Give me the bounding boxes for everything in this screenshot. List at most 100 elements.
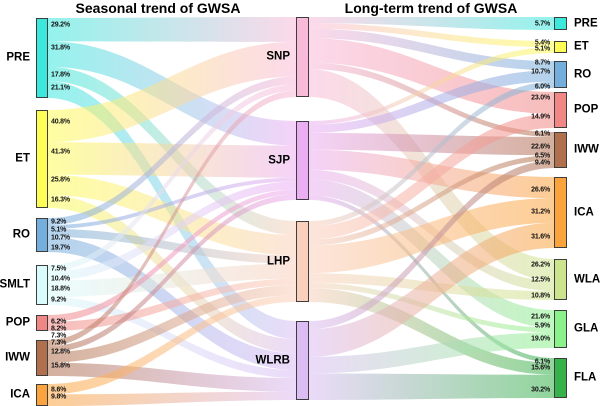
flow-percentage-label: 22.6% [531,143,550,151]
sankey-node-ro-col2 [554,61,567,88]
flow-percentage-label: 7.3% [51,339,67,347]
flow-LHP-IWW_R [309,155,554,246]
flow-percentage-label: 7.3% [51,332,67,340]
flow-percentage-label: 6.2% [51,318,67,326]
flow-percentage-label: 41.3% [51,148,70,156]
flow-WLRB-ICA_R [309,222,554,357]
flow-WLRB-IWW_R [309,160,554,330]
flow-POP_L-LHP [48,278,296,331]
node-caption-sjp-col1: SJP [268,153,290,166]
flow-percentage-label: 9.4% [534,159,550,167]
flow-percentage-label: 6.5% [534,152,550,160]
flow-IWW_L-SNP [48,90,296,347]
flow-ICA_L-LHP [48,295,296,395]
node-caption-gla-col2: GLA [574,322,599,335]
flow-percentage-label: 23.0% [531,94,550,102]
flow-percentage-label: 5.1% [51,226,67,234]
left-title: Seasonal trend of GWSA [75,0,241,16]
sankey-node-pre-col2 [554,17,567,30]
flow-percentage-label: 5.4% [534,39,550,47]
node-caption-snp-col1: SNP [266,50,290,63]
flow-percentage-label: 21.1% [51,84,70,92]
sankey-node-gla-col2 [554,310,567,348]
node-caption-ro-col2: RO [574,67,592,80]
node-caption-ica-col2: ICA [574,205,594,218]
flow-SNP-POP_R [309,38,554,114]
flow-percentage-label: 8.6% [51,386,67,394]
flow-LHP-GLA_R [309,282,554,333]
flow-LHP-RO_R [309,81,554,227]
flow-WLRB-FLA_R [309,373,554,400]
node-caption-iww-col2: IWW [574,143,599,156]
flow-percentage-label: 7.5% [51,265,67,273]
flow-percentage-label: 6.0% [534,83,550,91]
node-caption-et-col2: ET [574,40,589,53]
flow-percentage-label: 15.6% [531,364,550,372]
flow-SMLT_L-SJP [48,181,296,281]
flow-WLRB-GLA_R [309,332,554,374]
node-caption-iww-col0: IWW [5,351,30,364]
sankey-node-et-col2 [554,41,567,53]
flow-percentage-label: 12.8% [51,348,70,356]
sankey-node-smlt-col0 [36,265,48,305]
flow-percentage-label: 9.8% [51,393,67,401]
node-caption-lhp-col1: LHP [267,254,290,267]
flow-percentage-label: 17.8% [51,71,70,79]
flow-percentage-label: 6.1% [534,358,550,366]
flow-LHP-POP_R [309,113,554,240]
flow-IWW_L-SJP [48,194,296,353]
flow-percentage-label: 9.2% [51,218,67,226]
sankey-node-snp-col1 [296,17,309,97]
flow-SNP-PRE_R [309,17,554,30]
sankey-node-sjp-col1 [296,121,309,200]
node-caption-ica-col0: ICA [10,388,30,401]
flow-SMLT_L-LHP [48,263,296,297]
flow-LHP-ICA_R [309,198,554,274]
flow-SJP-RO_R [309,70,554,133]
flow-percentage-label: 31.2% [531,208,550,216]
flow-percentage-label: 6.1% [534,130,550,138]
right-title: Long-term trend of GWSA [344,0,518,16]
flow-ET_L-SJP [48,142,296,178]
flow-PRE_L-SNP [48,17,296,42]
flow-POP_L-SJP [48,189,296,322]
node-caption-pop-col2: POP [574,103,599,116]
node-caption-ro-col0: RO [12,228,30,241]
node-caption-pre-col2: PRE [574,16,598,29]
node-caption-smlt-col0: SMLT [0,278,30,291]
node-caption-pre-col0: PRE [6,51,30,64]
flow-percentage-label: 16.3% [51,196,70,204]
flow-percentage-label: 40.8% [51,118,70,126]
sankey-node-et-col0 [36,110,48,208]
flow-RO_L-SJP [48,177,296,229]
flow-percentage-label: 10.7% [531,68,550,76]
node-caption-wlrb-col1: WLRB [255,353,291,366]
sankey-node-ica-col2 [554,177,567,248]
sankey-node-ica-col0 [36,384,48,406]
flow-percentage-label: 9.2% [51,296,67,304]
flow-percentage-label: 26.6% [531,186,550,194]
flow-percentage-label: 12.5% [531,276,550,284]
sankey-node-iww-col0 [36,340,48,376]
node-caption-et-col0: ET [15,152,30,165]
flow-percentage-label: 19.7% [51,244,70,252]
sankey-node-wlrb-col1 [296,321,309,400]
flow-SMLT_L-SNP [48,84,296,272]
flow-percentage-label: 10.8% [531,292,550,300]
flow-SJP-GLA_R [309,179,554,328]
sankey-node-pre-col0 [36,18,48,98]
flow-percentage-label: 31.8% [51,44,70,52]
flow-percentage-label: 8.2% [51,325,67,333]
sankey-node-pop-col2 [554,92,567,128]
flow-percentage-label: 5.9% [534,322,550,330]
sankey-node-fla-col2 [554,358,567,398]
flow-percentage-label: 14.9% [531,113,550,121]
flow-percentage-label: 10.4% [51,275,70,283]
flow-ET_L-SNP [48,41,296,143]
flow-percentage-label: 18.8% [51,285,70,293]
flow-percentage-label: 29.2% [51,21,70,29]
node-caption-wla-col2: WLA [574,272,600,285]
flow-percentage-label: 25.8% [51,176,70,184]
flow-percentage-label: 10.7% [51,234,70,242]
